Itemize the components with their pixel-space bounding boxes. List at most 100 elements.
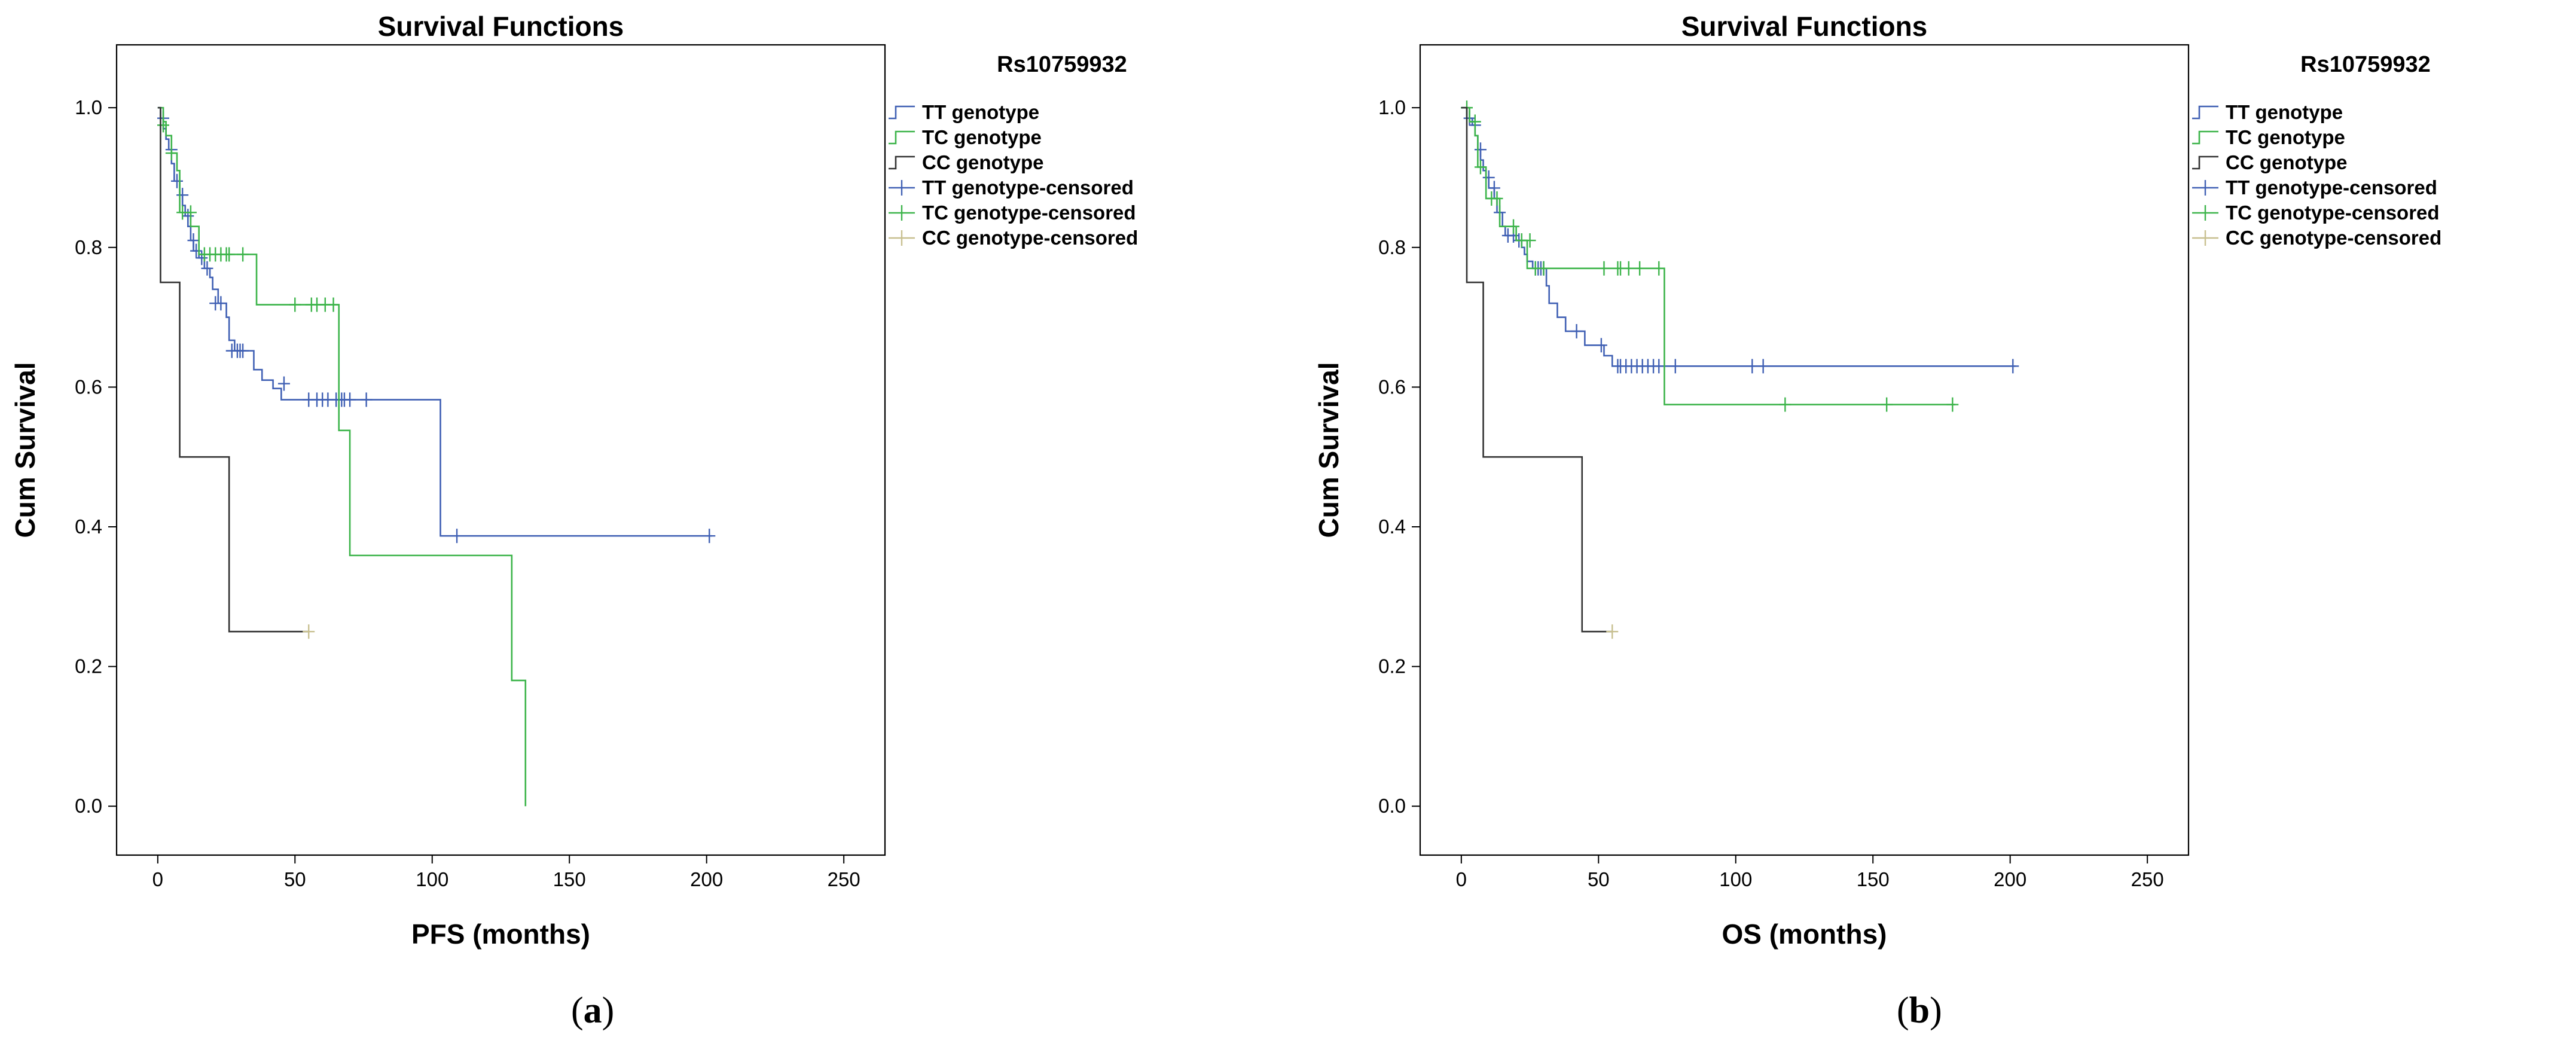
censor-mark-tt-genotype: [1746, 359, 1759, 374]
censor-mark-tt-genotype: [187, 233, 200, 248]
legend-label: TC genotype-censored: [2226, 202, 2440, 224]
legend-item-cc-genotype: CC genotype: [889, 151, 1044, 173]
censor-mark-tc-genotype: [1507, 219, 1520, 234]
x-tick-label: 250: [828, 868, 860, 890]
legend-title: Rs10759932: [997, 52, 1127, 77]
censor-mark-tt-genotype: [190, 243, 203, 258]
y-tick-label: 0.4: [1378, 515, 1406, 538]
y-tick-label: 0.8: [75, 236, 102, 258]
censor-mark-tc-genotype: [165, 146, 178, 161]
y-tick-label: 1.0: [1378, 96, 1406, 118]
censor-mark-tt-genotype: [703, 529, 716, 544]
censor-mark-tc-genotype: [1881, 397, 1893, 412]
legend-label: TT genotype-censored: [922, 176, 1134, 199]
legend-item-tc-genotype: TC genotype: [2192, 126, 2345, 148]
censor-mark-tt-genotype: [360, 392, 373, 407]
legend-item-tt-genotype-censored: TT genotype-censored: [889, 176, 1134, 199]
x-tick-label: 150: [1857, 868, 1890, 890]
censor-mark-tt-genotype: [170, 173, 183, 188]
legend-label: CC genotype: [2226, 151, 2348, 173]
legend-item-cc-genotype: CC genotype: [2192, 151, 2348, 173]
chart-title: Survival Functions: [1681, 11, 1928, 42]
x-tick-label: 0: [1456, 868, 1467, 890]
y-tick-label: 0.6: [75, 376, 102, 398]
censor-mark-tc-genotype: [1634, 261, 1646, 276]
censor-mark-tt-genotype: [2007, 359, 2019, 374]
legend-item-tt-genotype: TT genotype: [2192, 101, 2343, 123]
plot-frame: [115, 44, 886, 856]
censor-mark-tc-genotype: [1779, 397, 1791, 412]
censor-mark-tt-genotype: [1482, 170, 1495, 185]
legend-title: Rs10759932: [2300, 52, 2431, 77]
x-tick-label: 0: [152, 868, 163, 890]
legend-item-tc-genotype: TC genotype: [889, 126, 1042, 148]
censor-mark-tt-genotype: [277, 376, 290, 391]
censor-mark-tt-genotype: [1595, 338, 1607, 353]
chart-panel-a: Survival Functions 0.0 0.2 0.4 0.6 0.8 1.0 0 50 1…: [10, 11, 1138, 950]
legend-label: TT genotype-censored: [2226, 176, 2437, 199]
censor-mark-tt-genotype: [451, 529, 463, 544]
y-tick-label: 0.8: [1378, 236, 1406, 258]
legend-label: TT genotype: [922, 101, 1039, 123]
x-tick-label: 100: [416, 868, 448, 890]
censor-mark-tt-genotype: [237, 343, 249, 358]
censor-mark-tc-genotype: [1653, 261, 1665, 276]
legend-swatch: [2192, 155, 2218, 170]
censor-mark-tc-genotype: [1598, 261, 1610, 276]
legend-item-tt-genotype: TT genotype: [889, 101, 1039, 123]
legend-item-tc-genotype-censored: TC genotype-censored: [2192, 202, 2440, 224]
y-tick-label: 0.0: [1378, 795, 1406, 817]
y-axis-label: Cum Survival: [10, 362, 41, 538]
legend-label: TC genotype-censored: [922, 202, 1136, 224]
series-line-tc-genotype: [1461, 106, 1955, 405]
censor-mark-tc-genotype: [237, 247, 249, 262]
series-line-cc-genotype: [1461, 106, 1613, 633]
x-tick-label: 150: [553, 868, 586, 890]
legend-item-cc-genotype-censored: CC genotype-censored: [2192, 227, 2441, 249]
censor-mark-tt-genotype: [1757, 359, 1769, 374]
legend-label: CC genotype: [922, 151, 1044, 173]
legend-item-cc-genotype-censored: CC genotype-censored: [889, 227, 1138, 249]
legend-swatch: [889, 105, 915, 120]
censor-mark-tt-genotype: [182, 209, 194, 224]
plot-frame: [1419, 44, 2190, 856]
censor-mark-cc-genotype-censored: [303, 624, 315, 639]
series-line-tt-genotype: [1461, 106, 2016, 367]
legend-swatch: [889, 130, 915, 145]
censor-mark-tc-genotype: [1491, 191, 1503, 206]
censor-mark-tt-genotype: [215, 296, 227, 311]
censor-mark-tc-genotype: [1474, 160, 1487, 175]
y-tick-label: 0.4: [75, 515, 102, 538]
y-tick-label: 0.6: [1378, 376, 1406, 398]
censor-mark-tc-genotype: [157, 118, 170, 133]
chart-panel-b: Survival Functions 0.0 0.2 0.4 0.6 0.8 1.0 0 50 1…: [1313, 11, 2441, 950]
x-tick-label: 100: [1719, 868, 1752, 890]
x-tick-label: 50: [1588, 868, 1610, 890]
chart-title: Survival Functions: [378, 11, 624, 42]
y-tick-label: 0.2: [1378, 655, 1406, 678]
censor-mark-tt-genotype: [1488, 181, 1500, 196]
x-axis-label: PFS (months): [411, 918, 590, 950]
y-tick-label: 1.0: [75, 96, 102, 118]
censor-mark-tc-genotype: [327, 297, 340, 312]
censor-mark-tc-genotype: [223, 247, 236, 262]
censor-mark-tc-genotype: [184, 205, 197, 220]
caption-b: (b): [1897, 990, 1942, 1031]
legend-swatch: [889, 155, 915, 170]
censor-mark-tt-genotype: [1669, 359, 1681, 374]
legend-label: TC genotype: [2226, 126, 2345, 148]
x-tick-label: 50: [284, 868, 306, 890]
legend-label: TC genotype: [922, 126, 1042, 148]
censor-mark-tt-genotype: [176, 188, 189, 203]
y-axis-label: Cum Survival: [1313, 362, 1344, 538]
legend-label: CC genotype-censored: [922, 227, 1138, 249]
censor-mark-cc-genotype-censored: [1606, 624, 1619, 639]
legend-item-tc-genotype-censored: TC genotype-censored: [889, 202, 1136, 224]
x-tick-label: 200: [1994, 868, 2026, 890]
censor-mark-tt-genotype: [1474, 142, 1487, 157]
caption-a: (a): [571, 990, 615, 1031]
censor-mark-tc-genotype: [1946, 397, 1959, 412]
series-line-tt-genotype: [157, 106, 712, 537]
legend-swatch: [2192, 105, 2218, 120]
